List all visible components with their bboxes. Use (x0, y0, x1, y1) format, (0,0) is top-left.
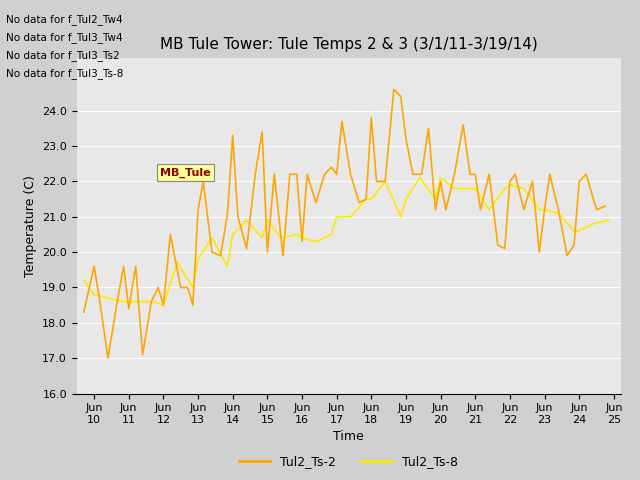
Text: No data for f_Tul3_Tw4: No data for f_Tul3_Tw4 (6, 32, 123, 43)
Y-axis label: Temperature (C): Temperature (C) (24, 175, 36, 276)
Text: No data for f_Tul2_Tw4: No data for f_Tul2_Tw4 (6, 13, 123, 24)
Text: MB_Tule: MB_Tule (160, 168, 211, 178)
Legend: Tul2_Ts-2, Tul2_Ts-8: Tul2_Ts-2, Tul2_Ts-8 (234, 450, 463, 473)
X-axis label: Time: Time (333, 431, 364, 444)
Title: MB Tule Tower: Tule Temps 2 & 3 (3/1/11-3/19/14): MB Tule Tower: Tule Temps 2 & 3 (3/1/11-… (160, 37, 538, 52)
Text: No data for f_Tul3_Ts2: No data for f_Tul3_Ts2 (6, 50, 120, 61)
Text: No data for f_Tul3_Ts-8: No data for f_Tul3_Ts-8 (6, 68, 124, 79)
